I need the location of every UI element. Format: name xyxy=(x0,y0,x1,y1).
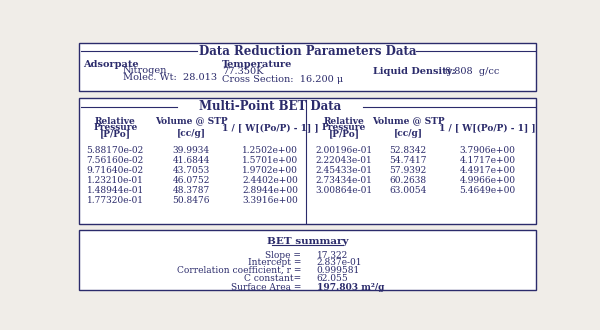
Text: 0.808  g/cc: 0.808 g/cc xyxy=(445,67,500,76)
FancyBboxPatch shape xyxy=(79,98,536,224)
Text: 2.45433e-01: 2.45433e-01 xyxy=(316,166,373,175)
Text: 2.8944e+00: 2.8944e+00 xyxy=(242,186,298,195)
FancyBboxPatch shape xyxy=(79,230,536,290)
Text: 41.6844: 41.6844 xyxy=(173,156,210,165)
Text: 60.2638: 60.2638 xyxy=(389,176,427,185)
Text: 1.5701e+00: 1.5701e+00 xyxy=(242,156,298,165)
Text: 5.88170e-02: 5.88170e-02 xyxy=(86,146,144,155)
Text: Cross Section:  16.200 μ: Cross Section: 16.200 μ xyxy=(222,75,343,84)
Text: Pressure: Pressure xyxy=(322,123,366,132)
Text: Surface Area =: Surface Area = xyxy=(231,283,301,292)
Text: 9.71640e-02: 9.71640e-02 xyxy=(87,166,144,175)
Text: 4.4917e+00: 4.4917e+00 xyxy=(460,166,515,175)
Text: Relative: Relative xyxy=(95,116,136,126)
Text: Molec. Wt:  28.013: Molec. Wt: 28.013 xyxy=(123,74,217,82)
Text: 197.803 m²/g: 197.803 m²/g xyxy=(317,283,384,292)
Text: 5.4649e+00: 5.4649e+00 xyxy=(459,186,515,195)
Text: 63.0054: 63.0054 xyxy=(389,186,427,195)
Text: 1.2502e+00: 1.2502e+00 xyxy=(242,146,298,155)
Text: Volume @ STP: Volume @ STP xyxy=(372,116,445,126)
Text: Liquid Density:: Liquid Density: xyxy=(373,67,456,76)
Text: Temperature: Temperature xyxy=(222,60,293,69)
Text: Correlation coefficient, r =: Correlation coefficient, r = xyxy=(177,266,301,275)
Text: 4.9966e+00: 4.9966e+00 xyxy=(460,176,515,185)
Text: 0.999581: 0.999581 xyxy=(317,266,360,275)
Text: [cc/g]: [cc/g] xyxy=(177,129,206,138)
Text: Relative: Relative xyxy=(323,116,364,126)
Text: 1.23210e-01: 1.23210e-01 xyxy=(87,176,144,185)
Text: 43.7053: 43.7053 xyxy=(173,166,210,175)
Text: Adsorpate: Adsorpate xyxy=(83,60,139,69)
Text: 3.00864e-01: 3.00864e-01 xyxy=(316,186,373,195)
Text: [cc/g]: [cc/g] xyxy=(394,129,423,138)
Text: 7.56160e-02: 7.56160e-02 xyxy=(86,156,144,165)
Text: 1.77320e-01: 1.77320e-01 xyxy=(87,196,144,205)
Text: 2.00196e-01: 2.00196e-01 xyxy=(316,146,373,155)
Text: 1 / [ W[(Po/P) - 1] ]: 1 / [ W[(Po/P) - 1] ] xyxy=(439,123,536,132)
Text: 50.8476: 50.8476 xyxy=(173,196,210,205)
Text: 48.3787: 48.3787 xyxy=(173,186,210,195)
Text: Nitrogen: Nitrogen xyxy=(123,66,167,75)
Text: BET summary: BET summary xyxy=(267,238,348,247)
Text: Volume @ STP: Volume @ STP xyxy=(155,116,227,126)
Text: [P/Po]: [P/Po] xyxy=(100,129,131,138)
Text: Intercept =: Intercept = xyxy=(248,258,301,267)
Text: Multi-Point BET Data: Multi-Point BET Data xyxy=(199,100,341,113)
Text: 3.7906e+00: 3.7906e+00 xyxy=(460,146,515,155)
Text: 46.0752: 46.0752 xyxy=(173,176,210,185)
Text: 2.837e-01: 2.837e-01 xyxy=(317,258,362,267)
Text: 2.22043e-01: 2.22043e-01 xyxy=(316,156,372,165)
Text: 1 / [ W[(Po/P) - 1] ]: 1 / [ W[(Po/P) - 1] ] xyxy=(222,123,319,132)
Text: [P/Po]: [P/Po] xyxy=(328,129,359,138)
Text: 2.4402e+00: 2.4402e+00 xyxy=(242,176,298,185)
Text: 4.1717e+00: 4.1717e+00 xyxy=(460,156,515,165)
Text: Slope =: Slope = xyxy=(265,250,301,260)
Text: 54.7417: 54.7417 xyxy=(389,156,427,165)
FancyBboxPatch shape xyxy=(79,44,536,91)
Text: 52.8342: 52.8342 xyxy=(389,146,427,155)
Text: 2.73434e-01: 2.73434e-01 xyxy=(316,176,373,185)
Text: 77.350K: 77.350K xyxy=(222,67,264,76)
Text: 1.9702e+00: 1.9702e+00 xyxy=(242,166,298,175)
Text: Pressure: Pressure xyxy=(93,123,137,132)
Text: 39.9934: 39.9934 xyxy=(173,146,210,155)
Text: 3.3916e+00: 3.3916e+00 xyxy=(242,196,298,205)
Text: C constant=: C constant= xyxy=(244,274,301,283)
Text: 62.055: 62.055 xyxy=(317,274,349,283)
Text: 1.48944e-01: 1.48944e-01 xyxy=(86,186,144,195)
Text: 17.322: 17.322 xyxy=(317,250,348,260)
Text: Data Reduction Parameters Data: Data Reduction Parameters Data xyxy=(199,45,416,58)
Text: 57.9392: 57.9392 xyxy=(389,166,427,175)
